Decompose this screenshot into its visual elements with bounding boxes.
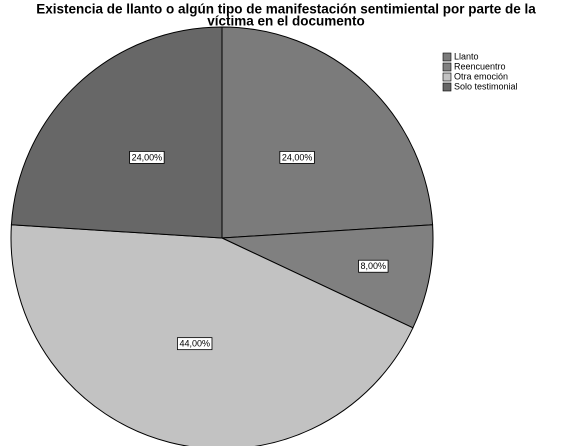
value-label-box (279, 150, 315, 164)
legend-label: Otra emoción (454, 71, 508, 81)
chart-title: víctima en el documento (207, 14, 365, 29)
legend-label: Llanto (454, 51, 479, 61)
value-label: 44,00% (179, 339, 210, 349)
pie-slice (221, 26, 434, 239)
legend-swatch (442, 62, 452, 72)
legend-label: Reencuentro (454, 61, 506, 71)
value-label: 8,00% (361, 261, 387, 271)
pie-slice (221, 224, 434, 329)
value-label-box (358, 259, 389, 273)
pie-slice (10, 224, 414, 446)
value-label: 24,00% (132, 152, 163, 162)
pie-slice (10, 26, 223, 239)
value-label-box (177, 337, 213, 351)
legend-label: Solo testimonial (454, 81, 518, 91)
value-label: 24,00% (282, 152, 313, 162)
legend-swatch (442, 82, 452, 92)
chart-title: Existencia de llanto o algún tipo de man… (36, 2, 536, 17)
legend-swatch (442, 72, 452, 82)
value-label-box (129, 150, 165, 164)
legend-swatch (442, 52, 452, 62)
